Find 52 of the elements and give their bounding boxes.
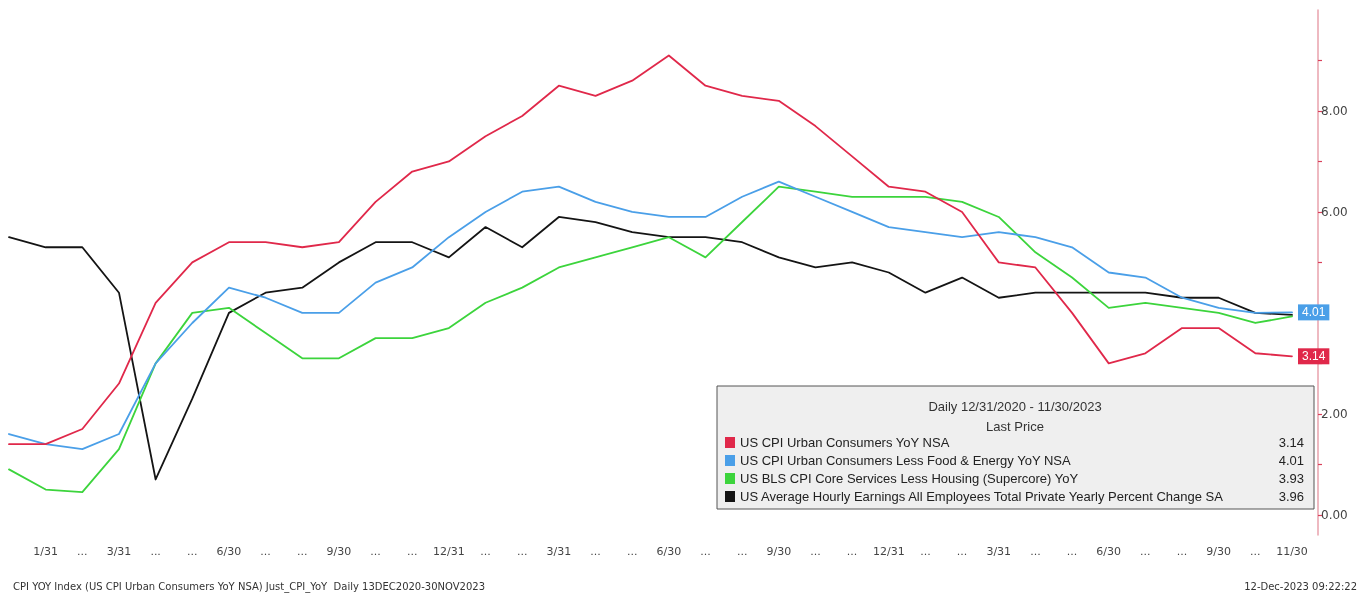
y-tick-label: 2.00 — [1321, 406, 1348, 421]
x-tick-label: ... — [1066, 545, 1078, 558]
x-tick-label: 9/30 — [326, 545, 352, 558]
x-tick-label: ... — [846, 545, 858, 558]
x-tick-label: ... — [1176, 545, 1188, 558]
y-tick-label: 8.00 — [1321, 103, 1348, 118]
x-tick-label: ... — [150, 545, 161, 558]
x-tick-label: ... — [260, 545, 271, 558]
x-tick-label: 6/30 — [656, 545, 682, 558]
x-tick-label: ... — [1140, 545, 1151, 558]
x-tick-label: 1/31 — [33, 545, 59, 558]
x-tick-label: ... — [1250, 545, 1261, 558]
x-tick-label: ... — [516, 545, 528, 558]
x-tick-label: 3/31 — [106, 545, 132, 558]
x-tick-label: ... — [626, 545, 638, 558]
legend-label: US CPI Urban Consumers Less Food & Energy YoY NSA — [740, 453, 1072, 468]
x-tick-label: ... — [590, 545, 601, 558]
y-tick-label: 0.00 — [1321, 507, 1348, 522]
x-tick-label: 12/31 — [872, 545, 905, 558]
x-tick-label: ... — [187, 545, 198, 558]
x-tick-label: ... — [77, 545, 88, 558]
annotation: 4.01 — [1278, 453, 1304, 468]
legend-title: Daily 12/31/2020 - 11/30/2023 Last Price — [928, 398, 1102, 434]
x-tick-label: 9/30 — [766, 545, 792, 558]
x-tick-label: 3/31 — [986, 545, 1012, 558]
x-tick-label: 12/31 — [433, 545, 465, 558]
x-tick-label: ... — [480, 545, 491, 558]
x-tick-label: ... — [956, 545, 968, 558]
text: CPI YOY Index (US CPI Urban Consumers YoY NSA) Just_CPI_YoY Daily 13DEC2020-30NOV2023 — [13, 580, 486, 593]
annotation: 3.93 — [1278, 471, 1304, 486]
x-tick-label: ... — [297, 545, 308, 558]
x-tick-label: ... — [406, 545, 418, 558]
x-tick-label: 9/30 — [1206, 545, 1232, 558]
data-label: 3.14 — [1302, 349, 1326, 364]
x-tick-label: 6/30 — [216, 545, 242, 558]
x-tick-label: ... — [920, 545, 931, 558]
x-tick-label: 11/30 — [1276, 545, 1308, 558]
x-tick-label: ... — [370, 545, 381, 558]
legend-label: US BLS CPI Core Services Less Housing (Supercore) YoY — [740, 471, 1079, 486]
annotation: 3.14 — [1278, 435, 1304, 450]
legend-label: US CPI Urban Consumers YoY NSA — [740, 435, 950, 450]
x-tick-label: ... — [1030, 545, 1041, 558]
x-tick-label: ... — [736, 545, 748, 558]
text: 12-Dec-2023 09:22:22 — [1244, 580, 1358, 592]
annotation: 3.96 — [1278, 489, 1304, 504]
y-tick-label: 6.00 — [1321, 204, 1348, 219]
x-tick-label: ... — [810, 545, 821, 558]
x-tick-label: ... — [700, 545, 711, 558]
x-tick-label: 3/31 — [546, 545, 572, 558]
x-tick-label: 6/30 — [1096, 545, 1122, 558]
legend-label: US Average Hourly Earnings All Employees Total Private Yearly Percent Change SA — [740, 489, 1224, 504]
data-label: 4.01 — [1302, 305, 1326, 320]
